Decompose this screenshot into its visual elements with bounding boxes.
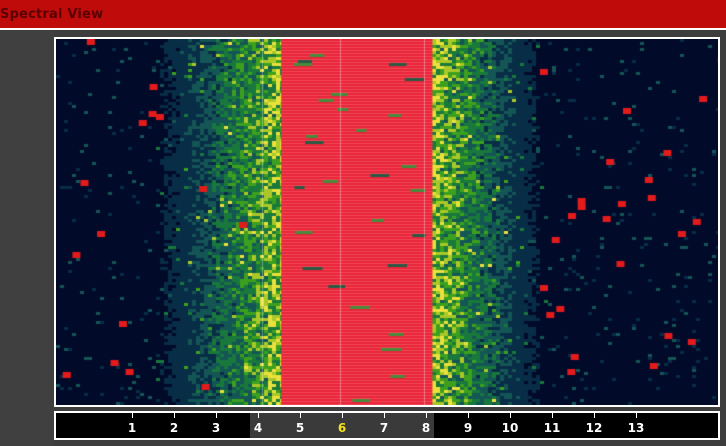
channel-label: 7 xyxy=(379,421,389,435)
channel-label: 1 xyxy=(127,421,137,435)
channel-tick-7[interactable]: 7 xyxy=(369,413,399,438)
channel-tick-9[interactable]: 9 xyxy=(453,413,483,438)
channel-label: 12 xyxy=(585,421,603,435)
channel-label: 13 xyxy=(627,421,645,435)
channel-label: 2 xyxy=(169,421,179,435)
tick-mark xyxy=(131,413,133,418)
tick-mark xyxy=(593,413,595,418)
tick-mark xyxy=(299,413,301,418)
channel-tick-5[interactable]: 5 xyxy=(285,413,315,438)
channel-label: 11 xyxy=(543,421,561,435)
tick-mark xyxy=(635,413,637,418)
channel-tick-10[interactable]: 10 xyxy=(495,413,525,438)
channel-tick-13[interactable]: 13 xyxy=(621,413,651,438)
tick-mark xyxy=(425,413,427,418)
tick-mark xyxy=(173,413,175,418)
channel-label: 6 xyxy=(337,421,347,435)
channel-tick-4[interactable]: 4 xyxy=(243,413,273,438)
window-title: Spectral View xyxy=(0,7,104,22)
spectrogram-frame[interactable] xyxy=(54,37,720,407)
tick-mark xyxy=(383,413,385,418)
channel-tick-12[interactable]: 12 xyxy=(579,413,609,438)
channel-label: 3 xyxy=(211,421,221,435)
tick-mark xyxy=(467,413,469,418)
spectrogram-canvas[interactable] xyxy=(56,39,718,405)
title-bar: Spectral View xyxy=(0,0,726,30)
left-panel xyxy=(0,30,54,446)
channel-label: 4 xyxy=(253,421,263,435)
channel-axis[interactable]: 1 2 3 4 5 6 7 8 9 10 11 12 13 xyxy=(54,411,720,440)
channel-label: 5 xyxy=(295,421,305,435)
tick-mark xyxy=(551,413,553,418)
channel-tick-8[interactable]: 8 xyxy=(411,413,441,438)
channel-tick-11[interactable]: 11 xyxy=(537,413,567,438)
channel-tick-2[interactable]: 2 xyxy=(159,413,189,438)
tick-mark xyxy=(215,413,217,418)
channel-label: 9 xyxy=(463,421,473,435)
channel-tick-1[interactable]: 1 xyxy=(117,413,147,438)
tick-mark xyxy=(257,413,259,418)
channel-label: 10 xyxy=(501,421,519,435)
tick-mark xyxy=(341,413,343,418)
channel-label: 8 xyxy=(421,421,431,435)
tick-mark xyxy=(509,413,511,418)
channel-tick-3[interactable]: 3 xyxy=(201,413,231,438)
channel-tick-6[interactable]: 6 xyxy=(327,413,357,438)
